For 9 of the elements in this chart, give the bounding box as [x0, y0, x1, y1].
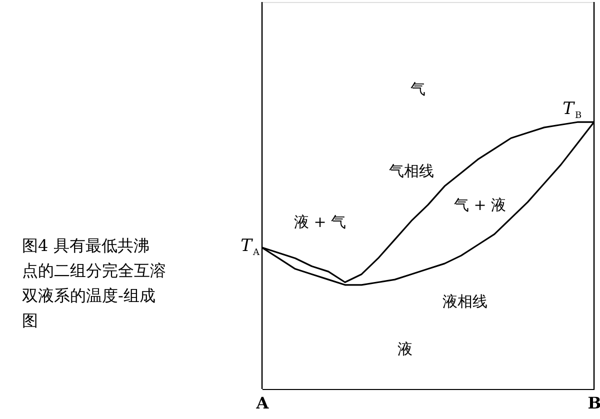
annotation: 气 + 液 — [454, 196, 506, 214]
annotation: 液 — [398, 340, 412, 358]
x-tick-label: B — [588, 394, 600, 412]
annotation: 液 + 气 — [294, 213, 346, 231]
x-tick-label: A — [255, 394, 270, 412]
text: 气 — [410, 80, 426, 98]
series-label: 液相线 — [442, 292, 488, 311]
caption: 图4 具有最低共沸点的二组分完全互溶双液系的温度-组成图 — [22, 236, 166, 330]
series-label: 气相线 — [388, 162, 434, 180]
